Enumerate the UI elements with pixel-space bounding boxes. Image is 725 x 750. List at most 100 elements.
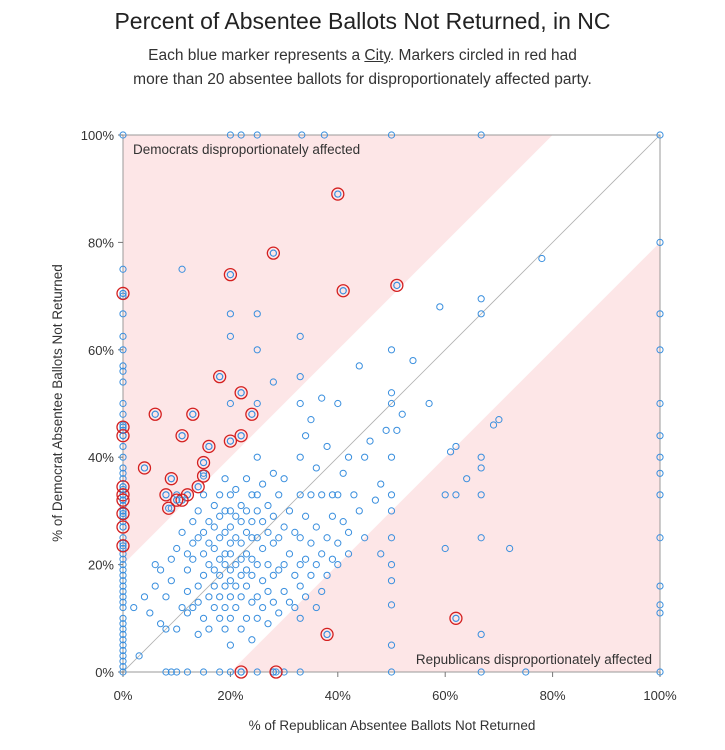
subtitle-city-link[interactable]: City: [364, 47, 390, 64]
city-marker: [237, 625, 245, 633]
city-marker: [296, 534, 304, 542]
city-marker: [377, 480, 385, 488]
highlighted-city-marker: [119, 542, 127, 550]
city-marker: [291, 571, 299, 579]
y-tick-label: 80%: [88, 235, 114, 250]
subtitle-line1-suffix: . Markers circled in red had: [389, 47, 577, 64]
highlighted-city-marker: [119, 509, 127, 518]
city-marker: [296, 668, 304, 676]
city-marker: [119, 442, 127, 451]
city-marker: [253, 131, 261, 139]
highlight-ring: [269, 665, 283, 679]
highlight-ring: [196, 455, 211, 470]
city-marker: [318, 491, 326, 499]
city-marker: [328, 555, 337, 563]
city-marker: [301, 432, 310, 440]
city-marker: [296, 582, 304, 590]
highlighted-city-marker: [162, 491, 170, 499]
city-marker: [269, 539, 277, 547]
city-marker: [355, 507, 363, 515]
city-marker: [119, 464, 127, 472]
city-marker: [242, 582, 251, 590]
city-marker: [452, 491, 460, 499]
plot-frame: [122, 134, 661, 673]
city-marker: [226, 332, 234, 340]
city-marker: [253, 593, 261, 601]
city-marker: [477, 491, 485, 499]
city-marker: [656, 399, 664, 408]
highlight-ring: [164, 472, 178, 486]
city-marker: [320, 131, 328, 139]
city-marker: [237, 501, 245, 510]
city-marker: [387, 507, 396, 515]
city-marker: [119, 668, 127, 676]
highlighted-city-marker: [151, 410, 159, 418]
city-marker: [199, 550, 208, 558]
city-marker: [656, 432, 664, 440]
city-marker: [371, 496, 379, 504]
city-marker: [253, 614, 261, 622]
city-marker: [656, 238, 664, 246]
city-marker: [387, 577, 396, 585]
city-marker: [119, 367, 127, 375]
city-marker: [237, 518, 245, 526]
city-marker: [328, 512, 337, 520]
city-marker: [387, 399, 396, 408]
data-points: [119, 131, 664, 676]
city-marker: [296, 491, 304, 499]
highlight-ring: [116, 480, 130, 494]
y-tick-label: 60%: [88, 343, 114, 358]
city-marker: [119, 399, 127, 408]
city-marker: [312, 603, 320, 612]
city-marker: [242, 507, 251, 515]
city-marker: [285, 598, 294, 606]
city-marker: [194, 582, 202, 590]
city-marker: [167, 577, 175, 585]
y-tick-label: 20%: [88, 558, 114, 573]
city-marker: [221, 507, 229, 515]
city-marker: [264, 501, 272, 510]
city-marker: [425, 399, 433, 408]
city-marker: [291, 528, 299, 536]
city-marker: [178, 603, 186, 612]
city-marker: [232, 603, 240, 612]
city-marker: [119, 453, 127, 461]
city-marker: [242, 566, 251, 574]
city-marker: [216, 593, 224, 601]
city-marker: [398, 410, 406, 418]
city-marker: [382, 426, 390, 434]
highlight-rings: [116, 187, 463, 679]
city-marker: [226, 614, 234, 622]
city-marker: [216, 534, 224, 542]
city-marker: [119, 663, 127, 671]
lower-region-annotation: Republicans disproportionately affected: [416, 652, 652, 667]
chart-subtitle: Each blue marker represents a City. Mark…: [0, 44, 725, 92]
city-marker: [226, 668, 234, 676]
upper-region-annotation: Democrats disproportionately affected: [133, 142, 360, 157]
city-marker: [296, 373, 304, 381]
city-marker: [199, 614, 208, 622]
city-marker: [194, 534, 202, 542]
city-marker: [210, 566, 218, 574]
city-marker: [350, 491, 358, 499]
city-marker: [210, 501, 218, 510]
x-tick-label: 100%: [643, 688, 677, 703]
highlight-ring: [116, 429, 130, 443]
x-tick-label: 60%: [432, 688, 458, 703]
diagonal-line: [122, 134, 661, 673]
city-marker: [296, 614, 304, 622]
city-marker: [656, 534, 664, 542]
city-marker: [339, 518, 347, 526]
highlighted-city-marker: [119, 496, 127, 504]
city-marker: [477, 131, 485, 139]
city-marker: [162, 625, 170, 633]
highlight-ring: [336, 284, 350, 298]
y-tick-label: 100%: [81, 128, 115, 143]
city-marker: [656, 609, 664, 617]
city-marker: [151, 561, 159, 569]
highlighted-city-marker: [393, 281, 401, 289]
city-marker: [387, 346, 396, 354]
highlighted-city-marker: [205, 442, 213, 451]
republican-affected-region: [230, 242, 660, 672]
city-marker: [199, 571, 208, 579]
